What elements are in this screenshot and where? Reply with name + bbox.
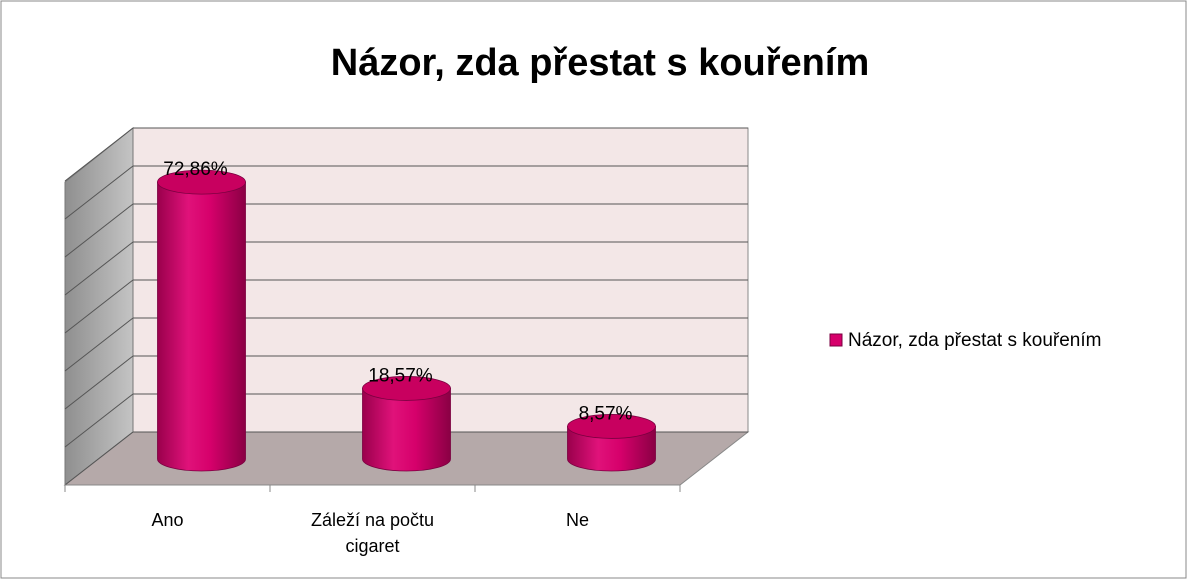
bar-top [157,169,246,195]
grid-line [64,431,134,486]
grid-line [64,279,134,334]
grid-line [64,393,134,448]
x-tick-label: Ne [565,510,589,530]
data-label: 18,57% [368,365,433,386]
grid-line [64,203,134,258]
x-tick-label: Záleží na počtu cigaret [310,510,435,556]
bar [567,414,656,472]
bar-body [567,426,656,472]
grid-line [64,355,134,410]
data-label: 72,86% [163,159,228,180]
legend-label: Názor, zda přestat s kouřením [848,330,1101,351]
legend: Názor, zda přestat s kouřením [829,330,1101,351]
bar [362,376,451,472]
grid-line [64,241,134,296]
grid-line [64,165,134,220]
grid-line [64,127,134,182]
bar-body [362,388,451,472]
data-label: 8,57% [579,403,633,424]
legend-swatch [829,333,843,347]
bar-top [567,414,656,439]
x-tick-label: Ano [151,510,184,530]
chart-title: Názor, zda přestat s kouřením [331,42,870,84]
bar-body [157,181,246,472]
grid-line [64,317,134,372]
bar-top [362,376,451,401]
bar [157,169,246,472]
